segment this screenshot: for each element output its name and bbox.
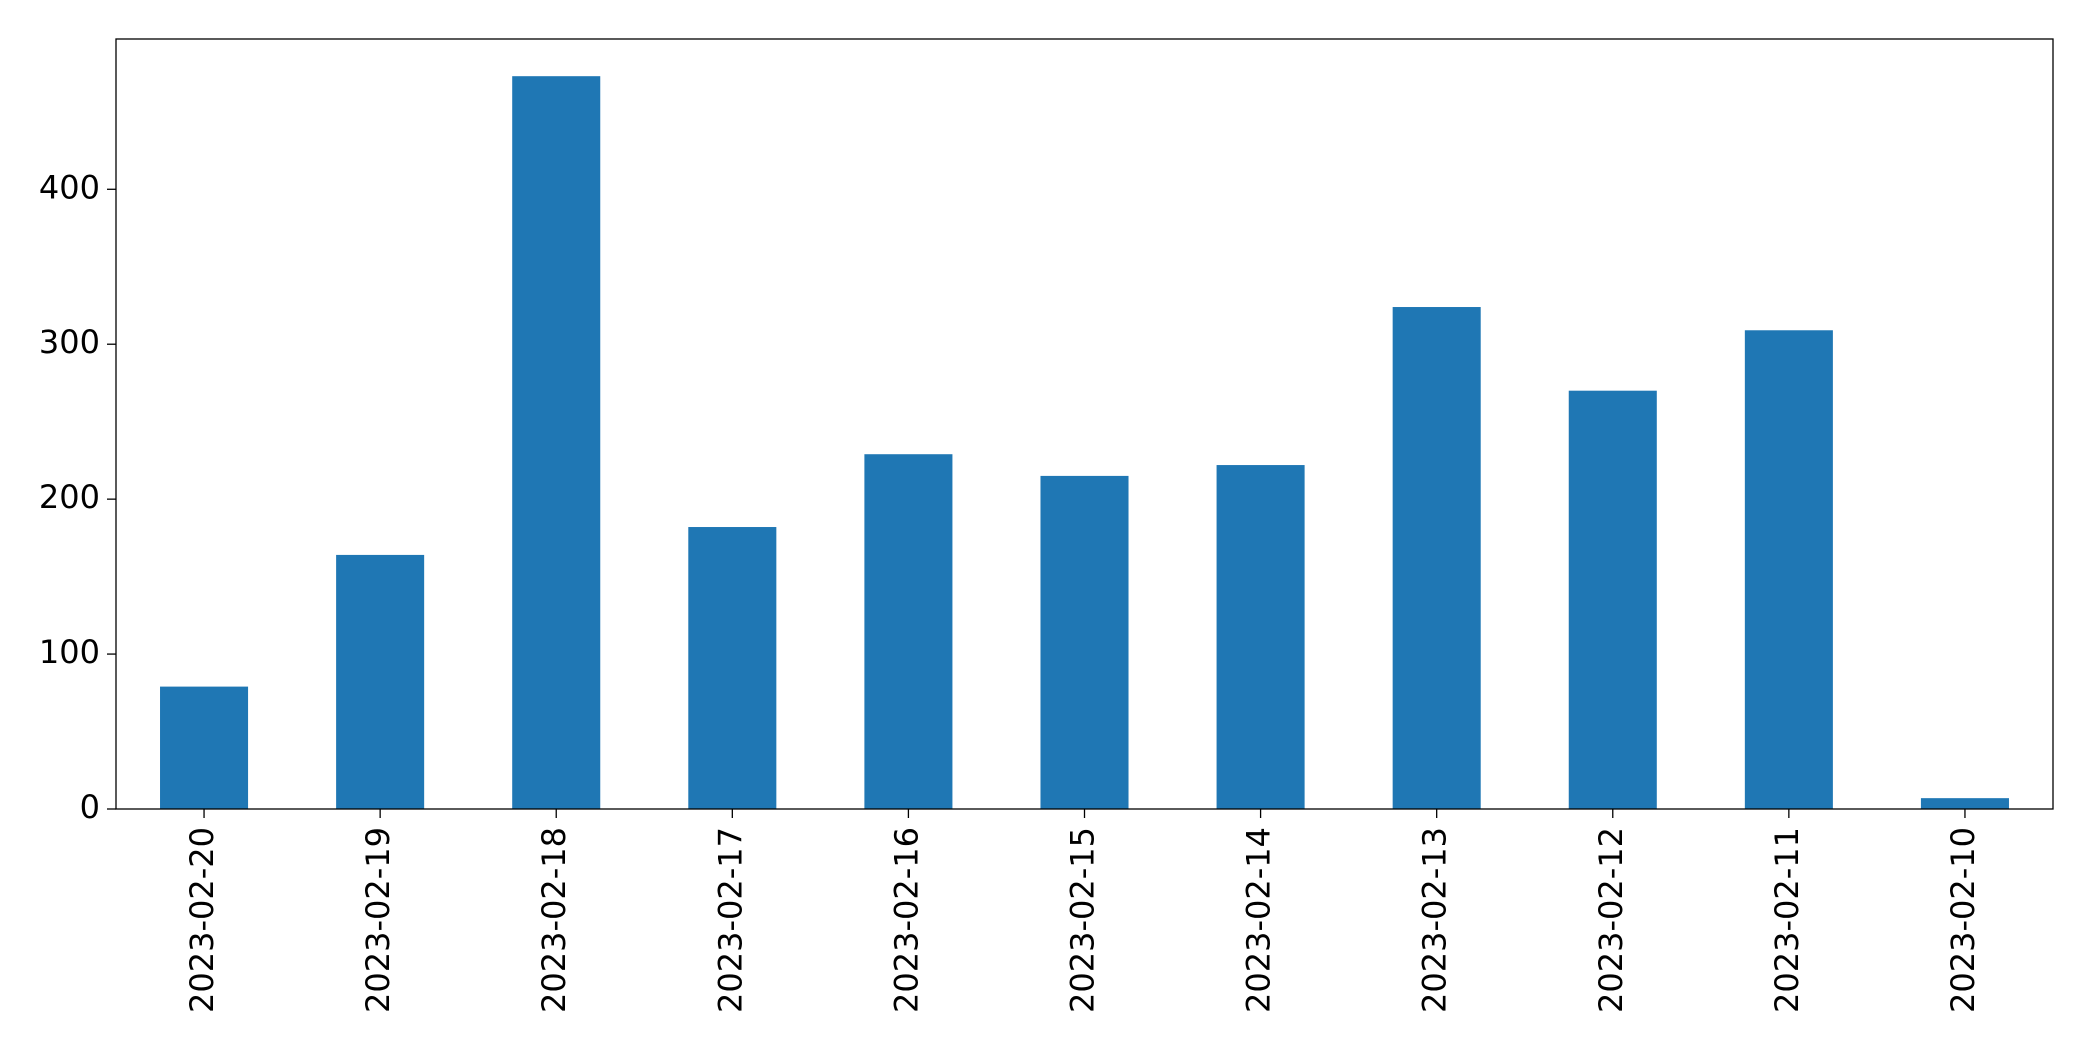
axes-frame [115,38,2054,810]
y-tick-label: 200 [39,478,100,516]
y-tick-label: 300 [39,323,100,361]
bar [160,686,249,809]
x-tick-label: 2023-02-13 [1416,827,1454,1013]
bar [1392,307,1481,809]
bar [336,554,425,809]
bar [1216,465,1305,809]
bar [1744,330,1833,809]
x-tick-label: 2023-02-20 [183,827,221,1013]
bar [1568,390,1657,809]
x-tick-label: 2023-02-19 [359,827,397,1013]
bar [1040,475,1129,809]
y-tick-label: 100 [39,633,100,671]
x-tick-label: 2023-02-15 [1064,827,1102,1013]
x-tick-label: 2023-02-16 [887,827,925,1013]
x-tick-label: 2023-02-17 [711,827,749,1013]
x-tick-label: 2023-02-18 [535,827,573,1013]
bar [688,527,777,809]
x-tick-label: 2023-02-12 [1592,827,1630,1013]
bar [512,76,601,809]
x-tick-label: 2023-02-14 [1240,827,1278,1013]
x-tick-label: 2023-02-11 [1768,827,1806,1013]
y-tick-label: 0 [80,788,100,826]
bar [864,454,953,809]
y-tick-label: 400 [39,168,100,206]
x-tick-label: 2023-02-10 [1944,827,1982,1013]
bar [1920,798,2009,809]
